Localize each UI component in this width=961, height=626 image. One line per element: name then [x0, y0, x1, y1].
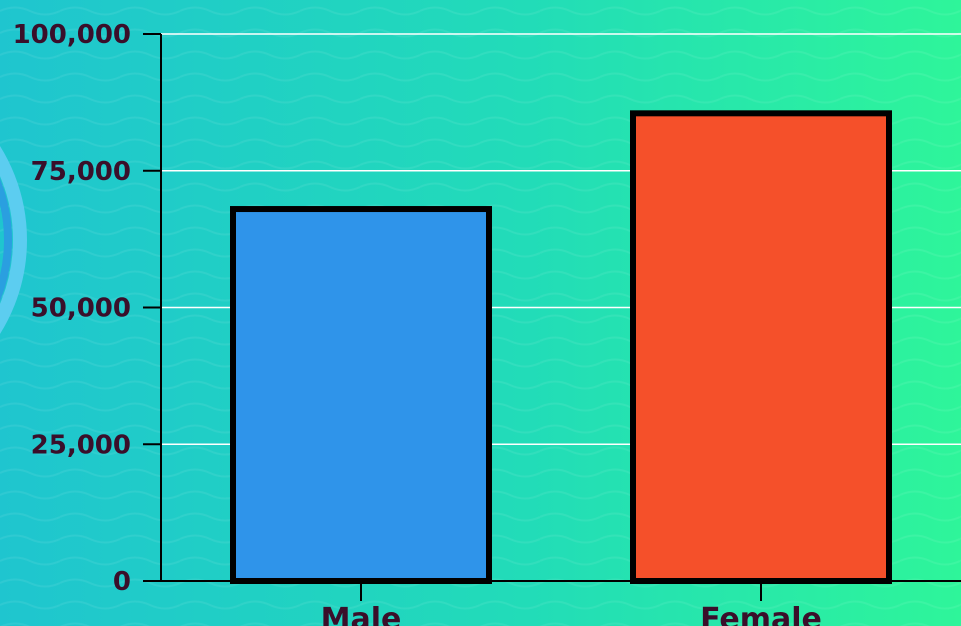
y-tick-label: 100,000 — [13, 20, 131, 50]
bars — [230, 110, 892, 584]
x-axis-ticks: Male Female — [321, 581, 822, 626]
y-tick-label: 0 — [113, 567, 131, 597]
y-tick-label: 25,000 — [31, 430, 131, 460]
y-tick-label: 50,000 — [31, 294, 131, 324]
decorative-ring — [0, 146, 27, 334]
x-tick-label: Male — [321, 602, 402, 626]
x-tick-label: Female — [700, 602, 822, 626]
bar-female — [630, 110, 892, 584]
y-tick-label: 75,000 — [31, 157, 131, 187]
decorative-ring-inner — [0, 178, 12, 302]
bar-male — [230, 206, 492, 584]
y-axis-ticks: 0 25,000 50,000 75,000 100,000 — [13, 20, 161, 597]
